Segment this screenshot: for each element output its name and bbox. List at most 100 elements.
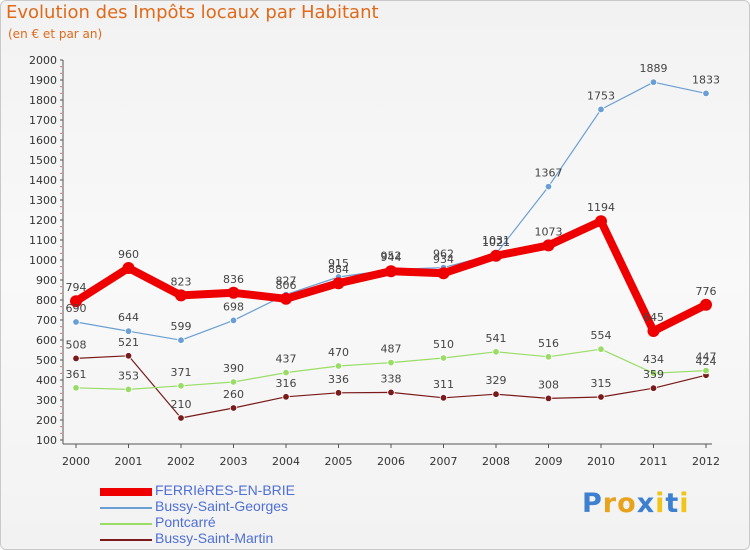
data-label: 338: [381, 372, 402, 385]
logo-letter: t: [665, 488, 680, 519]
data-label: 794: [66, 281, 87, 294]
data-label: 1753: [587, 89, 615, 102]
x-tick-label: 2004: [272, 455, 300, 468]
data-point: [387, 358, 395, 367]
data-label: 311: [433, 378, 454, 391]
data-point: [544, 394, 553, 403]
data-point: [229, 378, 238, 386]
data-label: 645: [643, 311, 664, 324]
y-tick-label: 900: [36, 274, 57, 287]
y-tick-label: 1200: [29, 214, 57, 227]
data-point: [492, 348, 500, 356]
x-tick-label: 2002: [167, 455, 195, 468]
data-point: [177, 336, 185, 344]
data-label: 424: [696, 355, 717, 368]
data-label: 554: [591, 329, 612, 342]
legend-label: Bussy-Saint-Georges: [155, 498, 289, 514]
data-point: [649, 369, 658, 377]
data-point: [649, 384, 658, 392]
legend-label: FERRIèRES-EN-BRIE: [155, 482, 296, 498]
data-point: [544, 353, 553, 361]
data-label: 260: [223, 388, 244, 401]
x-tick-label: 2007: [430, 455, 458, 468]
data-point: [229, 404, 238, 412]
data-label: 361: [66, 368, 87, 381]
data-label: 541: [486, 332, 507, 345]
data-label: 1021: [482, 236, 510, 249]
data-label: 353: [118, 369, 139, 382]
data-label: 434: [643, 353, 664, 366]
data-label: 487: [381, 343, 402, 356]
legend-swatch: [100, 539, 152, 541]
data-label: 644: [118, 311, 139, 324]
data-label: 308: [538, 378, 559, 391]
y-tick-label: 1000: [29, 254, 57, 267]
data-label: 1194: [587, 201, 615, 214]
logo-letter: i: [655, 488, 666, 519]
x-tick-label: 2010: [587, 455, 615, 468]
y-tick-label: 1400: [29, 174, 57, 187]
data-label: 359: [643, 368, 664, 381]
data-point: [647, 325, 660, 337]
data-label: 776: [696, 285, 717, 298]
data-point: [492, 390, 500, 398]
data-point: [175, 289, 187, 302]
data-label: 836: [223, 273, 244, 286]
data-label: 934: [433, 253, 454, 266]
data-point: [385, 265, 397, 278]
data-point: [334, 362, 343, 370]
data-point: [387, 388, 395, 397]
data-point: [334, 389, 343, 397]
data-label: 952: [381, 250, 402, 263]
data-point: [177, 382, 185, 390]
logo-letter: x: [636, 488, 656, 519]
data-label: 315: [591, 377, 612, 390]
data-label: 1031: [482, 234, 510, 247]
x-tick-label: 2009: [535, 455, 563, 468]
y-tick-label: 100: [36, 434, 57, 447]
data-label: 508: [66, 338, 87, 351]
data-label: 698: [223, 300, 244, 313]
logo-letter: P: [582, 488, 603, 519]
x-tick-label: 2008: [482, 455, 510, 468]
data-point: [597, 105, 605, 114]
y-tick-label: 1600: [29, 134, 57, 147]
data-point: [72, 354, 80, 363]
y-tick-label: 200: [36, 414, 57, 427]
y-tick-label: 300: [36, 394, 57, 407]
data-point: [124, 385, 133, 394]
x-tick-label: 2000: [62, 455, 90, 468]
data-point: [702, 89, 710, 98]
data-label: 915: [328, 257, 349, 270]
logo-letter: r: [602, 488, 618, 519]
data-label: 390: [223, 362, 244, 375]
y-tick-label: 1300: [29, 194, 57, 207]
proxiti-logo: Proxiti: [582, 488, 690, 519]
line-chart: 100 200 300 400 500 600 700 800 900 1000 1100 1200 1…: [29, 54, 720, 468]
data-point: [122, 262, 135, 274]
data-point: [702, 366, 710, 375]
legend-swatch: [100, 523, 152, 525]
x-tick-label: 2012: [692, 455, 720, 468]
data-point: [439, 394, 448, 402]
data-label: 827: [276, 275, 297, 288]
y-tick-label: 2000: [29, 54, 57, 67]
logo-letter: o: [617, 488, 637, 519]
data-point: [124, 352, 133, 360]
y-tick-label: 700: [36, 314, 57, 327]
data-label: 690: [66, 302, 87, 315]
data-point: [700, 298, 712, 311]
legend-label: Bussy-Saint-Martin: [155, 530, 274, 546]
data-point: [439, 354, 448, 362]
data-label: 806: [276, 279, 297, 292]
data-point: [544, 182, 553, 191]
x-tick-label: 2006: [377, 455, 405, 468]
logo-letter: i: [679, 488, 690, 519]
data-label: 470: [328, 346, 349, 359]
y-tick-label: 1100: [29, 234, 57, 247]
data-point: [282, 393, 290, 401]
data-label: 944: [381, 251, 402, 264]
data-point: [649, 78, 658, 86]
data-point: [70, 295, 82, 308]
data-point: [72, 384, 80, 392]
